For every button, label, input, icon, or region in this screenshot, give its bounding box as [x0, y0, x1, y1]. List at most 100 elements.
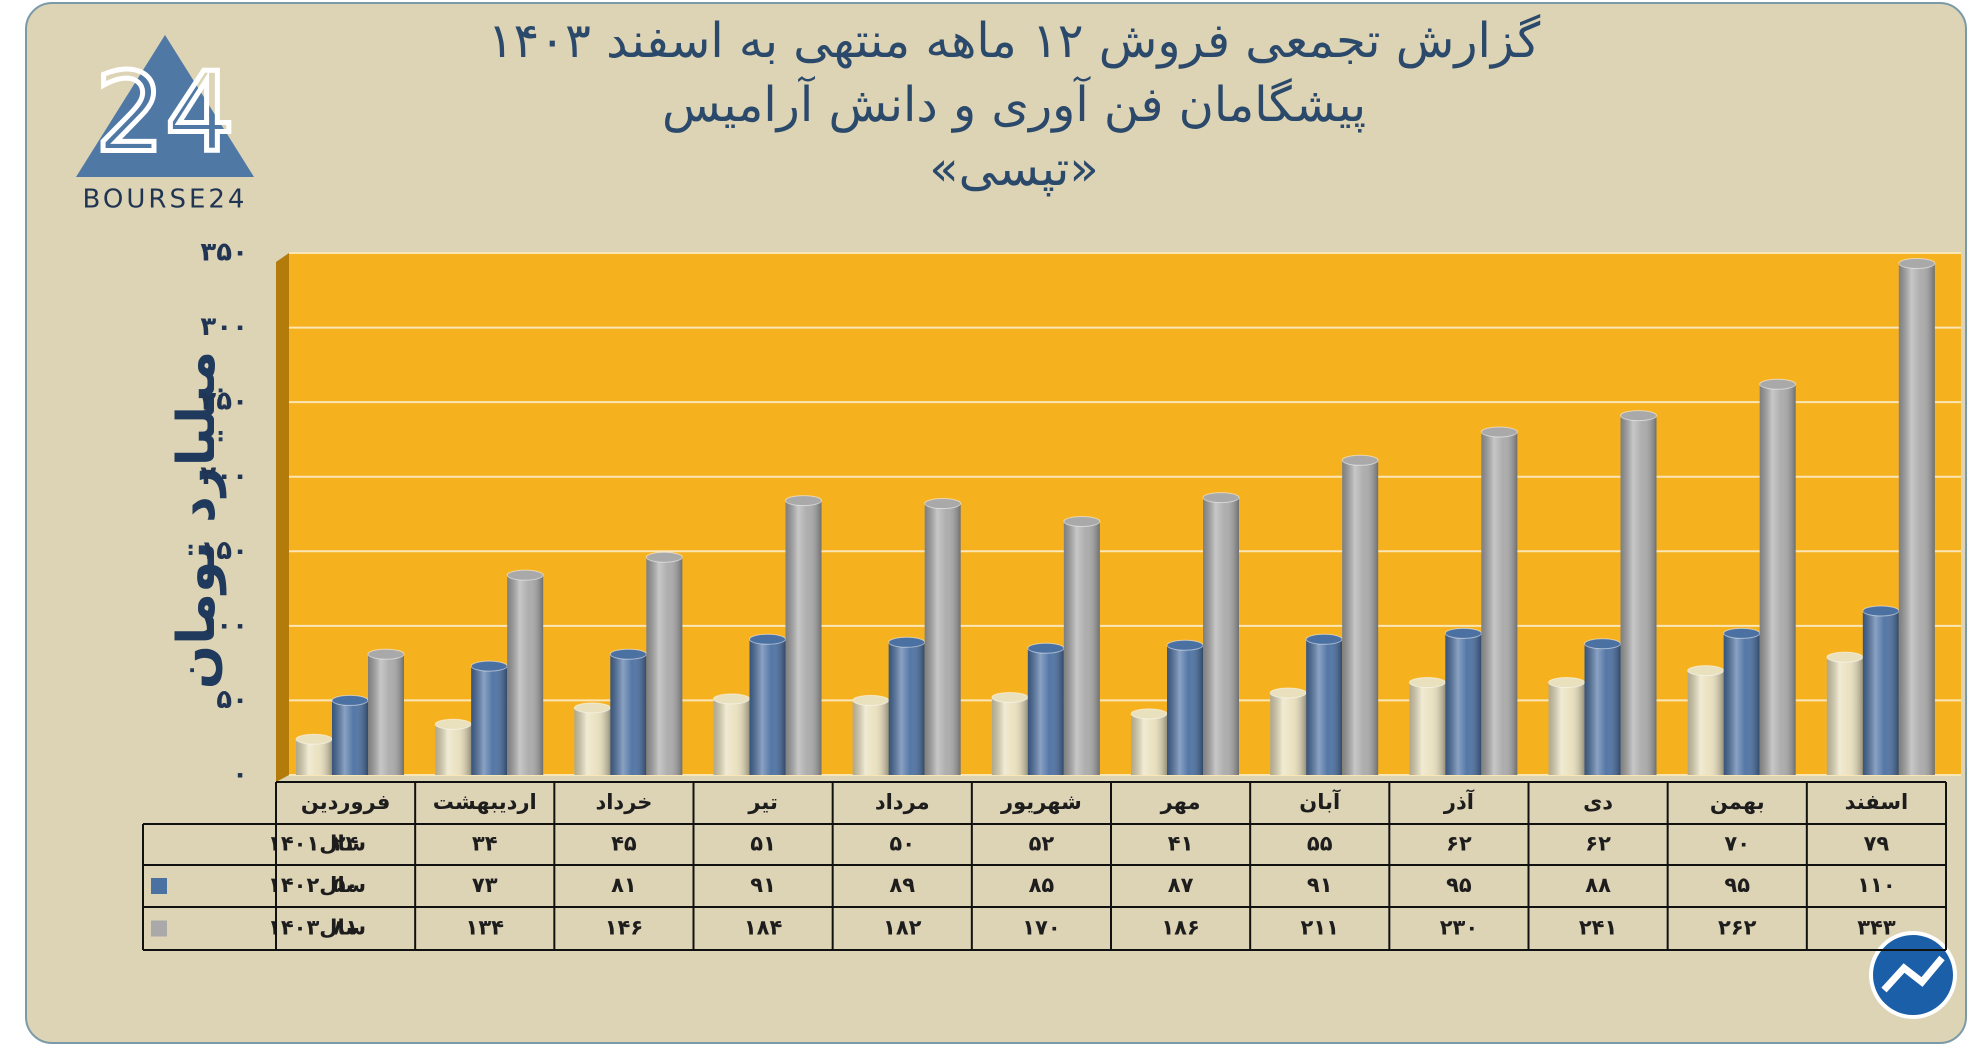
table-value: ۱۱۰ — [1857, 873, 1895, 897]
bar-shade — [1481, 431, 1518, 775]
bar-shade — [1203, 497, 1239, 775]
y-tick-label: ۲۵۰ — [200, 387, 248, 417]
bar-cap — [434, 718, 472, 730]
legend-label: سال۱۴۰۱ — [268, 832, 366, 856]
bar-shade — [852, 700, 889, 775]
x-tick-label: آبان — [1299, 789, 1341, 814]
table-value: ۲۳۰ — [1440, 916, 1478, 940]
bar-cap — [1130, 708, 1168, 720]
bar-cap — [1166, 639, 1204, 651]
table-value: ۶۲ — [1585, 832, 1611, 856]
table-value: ۲۶۲ — [1718, 916, 1757, 940]
logo-text: BOURSE24 — [83, 185, 248, 215]
bar-cap — [924, 498, 962, 510]
bar-shade — [1759, 384, 1796, 775]
legend-label: سال۱۴۰۳ — [268, 916, 366, 940]
y-tick-label: ۱۰۰ — [200, 610, 248, 640]
table-value: ۹۱ — [1307, 873, 1333, 897]
bar-shade — [1445, 633, 1482, 775]
x-tick-label: مهر — [1160, 790, 1201, 814]
x-tick-label: اسفند — [1845, 790, 1909, 814]
bar-shade — [296, 739, 332, 775]
table-value: ۶۲ — [1446, 832, 1472, 856]
bar-shade — [749, 639, 786, 775]
bar-shade — [888, 642, 925, 775]
table-value: ۱۸۴ — [744, 916, 783, 940]
bar-shade — [1027, 648, 1064, 775]
bar-cap — [785, 495, 822, 507]
logo-mark: 24 — [95, 48, 235, 176]
table-value: ۵۰ — [889, 832, 915, 856]
bar-cap — [1305, 633, 1343, 645]
bar-cap — [1480, 426, 1518, 438]
y-tick-label: ۳۰۰ — [200, 312, 248, 342]
chart-title: گزارش تجمعی فروش ۱۲ ماهه منتهی به اسفند … — [488, 13, 1541, 69]
table-value: ۱۸۲ — [883, 916, 922, 940]
table-value: ۱۷۰ — [1022, 916, 1060, 940]
table-value: ۹۵ — [1724, 873, 1750, 897]
bar-cap — [713, 693, 750, 705]
x-tick-label: بهمن — [1710, 790, 1765, 814]
bar-shade — [574, 707, 611, 775]
y-tick-label: ۱۵۰ — [200, 536, 248, 566]
table-value: ۵۲ — [1029, 832, 1055, 856]
bar-cap — [367, 648, 405, 660]
bar-shade — [1306, 639, 1343, 775]
bar-shade — [332, 700, 368, 775]
bar-cap — [1687, 665, 1725, 677]
bar-shade — [471, 666, 508, 775]
table-value: ۸۵ — [1029, 873, 1055, 897]
table-value: ۲۱۱ — [1301, 916, 1339, 940]
y-tick-label: ۳۵۰ — [200, 238, 248, 268]
legend-swatch — [151, 878, 167, 894]
x-tick-label: شهریور — [1000, 790, 1082, 814]
bar-cap — [1620, 410, 1657, 422]
bar-cap — [645, 551, 683, 563]
bar-cap — [295, 733, 333, 745]
icon-arrow — [1881, 955, 1945, 993]
bar-shade — [1548, 682, 1585, 775]
bar-cap — [1548, 677, 1585, 689]
chart-subtitle: پیشگامان فن آوری و دانش آرامیس — [662, 75, 1366, 133]
table-value: ۸۱ — [611, 873, 637, 897]
bar-cap — [573, 702, 611, 714]
bar-cap — [991, 691, 1029, 703]
x-tick-label: مرداد — [875, 790, 930, 814]
bar-cap — [609, 648, 647, 660]
bar-shade — [1409, 682, 1446, 775]
table-value: ۸۸ — [1585, 873, 1611, 897]
bar-shade — [610, 654, 647, 775]
bar-shade — [1723, 633, 1760, 775]
table-value: ۳۴۳ — [1857, 916, 1896, 940]
bar-cap — [1341, 454, 1379, 466]
bar-shade — [1584, 643, 1621, 775]
bar-cap — [1444, 627, 1482, 639]
x-tick-label: فروردین — [301, 790, 391, 814]
bar-cap — [1202, 492, 1240, 504]
table-value: ۴۱ — [1168, 832, 1194, 856]
table-value: ۲۴ — [333, 832, 359, 856]
bar-cap — [1269, 687, 1307, 699]
logo-triangle — [76, 35, 254, 177]
table-value: ۱۳۴ — [466, 916, 505, 940]
bar-cap — [852, 694, 890, 706]
bar-cap — [1027, 642, 1065, 654]
bar-shade — [1063, 521, 1100, 775]
x-tick-label: دی — [1583, 790, 1613, 814]
bar-shade — [1131, 713, 1167, 775]
bar-shade — [785, 500, 822, 775]
table-value: ۸۱ — [333, 916, 359, 940]
bar-cap — [331, 694, 369, 706]
corner-icon — [1869, 931, 1957, 1019]
bar-cap — [470, 660, 508, 672]
bar-shade — [713, 698, 750, 775]
bar-shade — [1270, 692, 1307, 775]
table-value: ۷۰ — [1724, 832, 1750, 856]
bar-shade — [507, 575, 544, 775]
y-axis-label: میلیارد تومان — [167, 351, 227, 689]
table-value: ۵۵ — [1307, 832, 1333, 856]
x-tick-label: آذر — [1443, 789, 1475, 814]
table-value: ۸۷ — [1168, 873, 1194, 897]
bar-shade — [1342, 460, 1379, 775]
y-tick-label: ۰ — [232, 760, 248, 790]
